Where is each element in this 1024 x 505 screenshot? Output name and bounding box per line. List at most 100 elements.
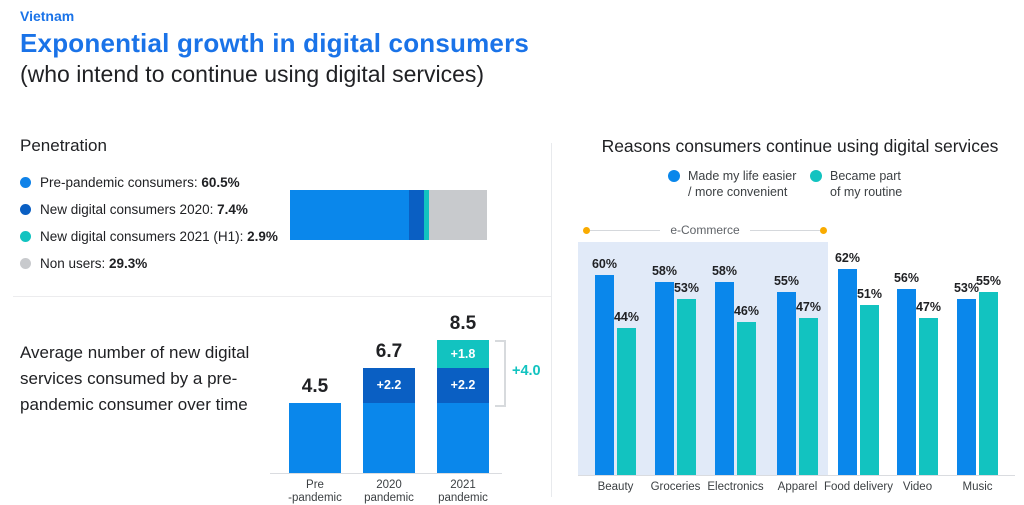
legend-dot-blue [668,170,680,182]
bar-value-label: 58% [711,263,738,278]
legend-label-routine: Became part of my routine [830,169,903,199]
x-axis-label-line: 2020 [376,479,402,491]
penetration-legend-item: New digital consumers 2020: 7.4% [20,196,278,223]
segment-value-label: +2.2 [450,378,476,393]
category-label: Food delivery [823,481,894,493]
page-title: Exponential growth in digital consumers [20,28,530,58]
bar-total-label: 8.5 [449,313,477,335]
x-axis-label: 2020 pandemic [344,479,434,505]
penetration-bar-segment [409,190,424,240]
x-axis-label-line: pandemic [438,492,488,504]
grouped-bar [777,291,796,475]
page-subtitle: (who intend to continue using digital se… [20,61,485,87]
reasons-heading: Reasons consumers continue using digital… [601,136,999,156]
avg-services-x-axis [270,473,502,474]
grouped-bar [838,268,857,475]
penetration-legend: Pre-pandemic consumers: 60.5% New digital… [20,169,278,277]
x-axis-label-line: pandemic [364,492,414,504]
bracket-dot-right [820,226,828,234]
legend-dot [20,231,31,242]
grouped-bar [677,298,696,475]
bar-value-label: 60% [591,257,618,272]
grouped-bar [897,288,916,475]
avg-services-description: Average number of new digital services c… [20,343,250,414]
grouped-bar [860,305,879,475]
bar-value-label: 58% [651,263,678,278]
penetration-legend-item: New digital consumers 2021 (H1): 2.9% [20,223,278,250]
grouped-bar [799,318,818,475]
penetration-legend-item: Pre-pandemic consumers: 60.5% [20,169,278,196]
grouped-bar [957,298,976,475]
bar-value-label: 53% [953,280,980,295]
legend-dot [20,204,31,215]
legend-dot [20,177,31,188]
growth-annotation: +4.0 [512,362,541,379]
legend-label: New digital consumers 2021 (H1): 2.9% [40,229,278,244]
legend-value: 2.9% [247,229,278,244]
legend-value: 7.4% [217,202,248,217]
segment-value-label: +1.8 [450,347,476,362]
segment-value-label: +2.2 [376,378,402,393]
bar-total-label: 6.7 [375,341,403,363]
penetration-legend-item: Non users: 29.3% [20,250,278,277]
category-label: Apparel [777,481,818,493]
legend-item-routine: Became part of my routine [810,168,902,200]
legend-label-easier: Made my life easier / more convenient [688,169,797,199]
bar-value-label: 47% [795,300,822,315]
category-label: Beauty [597,481,634,493]
grouped-bar [919,318,938,475]
bracket-line-left [590,229,661,231]
grouped-bar [595,275,614,475]
legend-dot [20,258,31,269]
penetration-bar-segment [429,190,488,240]
category-label: Video [902,481,933,493]
ecommerce-group-bracket: e-Commerce [583,223,828,237]
stacked-bar-segment: +2.2 [437,368,489,403]
region-label: Vietnam [20,8,75,24]
penetration-bar-segment [423,190,430,240]
bar-value-label: 46% [733,303,760,318]
bar-value-label: 56% [893,270,920,285]
bar-value-label: 62% [834,250,861,265]
legend-value: 60.5% [201,175,240,190]
legend-label: Non users: 29.3% [40,256,148,271]
penetration-bar-segment [290,190,410,240]
stacked-bar-segment: +2.2 [363,368,415,403]
category-label: Electronics [707,481,764,493]
legend-item-easier: Made my life easier / more convenient [668,168,796,200]
bar-value-label: 47% [915,300,942,315]
ecommerce-group-label: e-Commerce [670,223,740,237]
grouped-bar [979,291,998,475]
grouped-bar [715,281,734,475]
penetration-heading: Penetration [20,136,107,155]
x-axis-label: 2021 pandemic [418,479,508,505]
bar-value-label: 55% [773,273,800,288]
bracket-dot-left [583,226,590,234]
grouped-bar [617,328,636,475]
penetration-stacked-bar [290,190,488,240]
legend-label: Pre-pandemic consumers: 60.5% [40,175,240,190]
category-label: Music [962,481,993,493]
bar-value-label: 55% [975,273,1002,288]
bar-value-label: 51% [856,287,883,302]
bar-total-label: 4.5 [301,375,329,397]
legend-value: 29.3% [109,256,148,271]
grouped-bar [737,321,756,475]
legend-label: New digital consumers 2020: 7.4% [40,202,248,217]
vertical-divider [551,143,552,497]
reasons-x-axis [578,475,1015,476]
stacked-bar-segment [437,402,489,473]
bar-value-label: 53% [673,280,700,295]
x-axis-label: Pre -pandemic [270,479,360,505]
stacked-bar-segment [363,402,415,473]
stacked-bar-segment: +1.8 [437,340,489,369]
grouped-bar [655,281,674,475]
legend-dot-teal [810,170,822,182]
bracket-line-right [749,229,821,231]
growth-bracket [495,340,506,407]
category-label: Groceries [650,481,701,493]
horizontal-divider [13,296,551,297]
